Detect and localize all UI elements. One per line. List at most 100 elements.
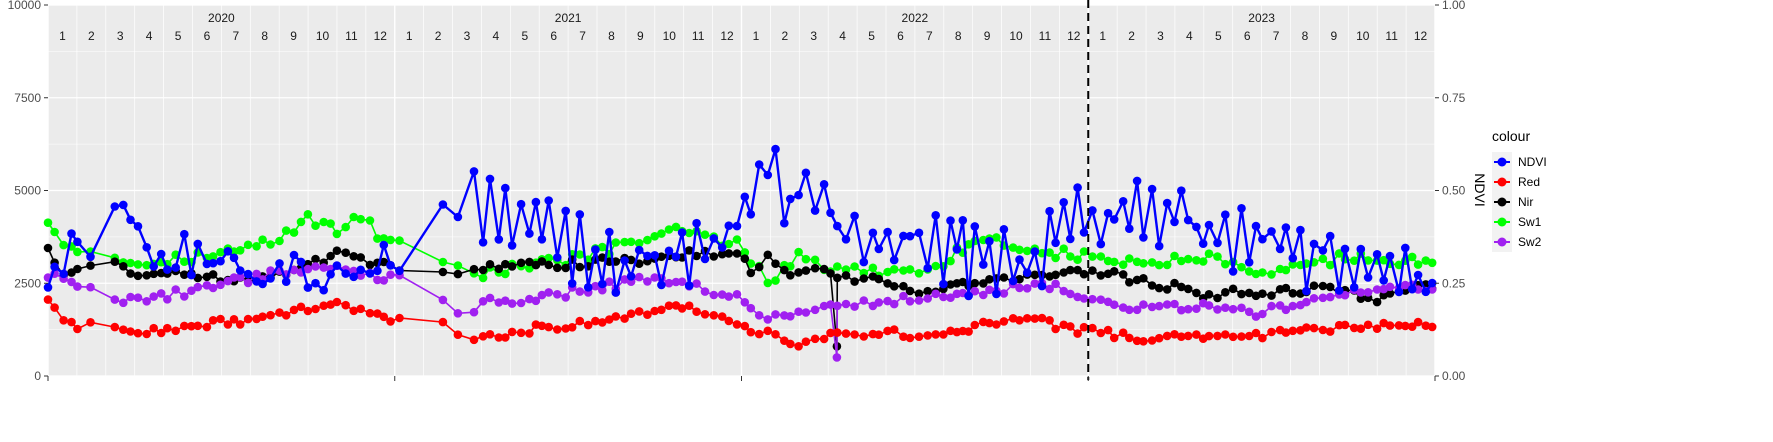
data-point-red [634,307,644,316]
data-point-sw2 [73,282,82,291]
month-label: 2 [435,29,442,43]
data-point-ndvi [923,263,932,273]
data-point-ndvi [611,288,621,297]
data-point-sw2 [575,287,585,296]
data-point-red [914,332,924,342]
data-point-ndvi [939,279,948,289]
data-point-sw2 [794,307,803,317]
data-point-sw2 [883,296,892,306]
data-point-ndvi [544,196,553,205]
data-point-sw2 [1096,295,1106,305]
data-point-sw1 [1379,255,1388,265]
data-point-ndvi [826,208,835,218]
data-point-sw2 [1363,288,1373,297]
data-point-ndvi [740,192,750,202]
data-point-sw2 [1356,288,1366,297]
data-point-sw1 [634,238,644,248]
month-label: 6 [204,29,211,43]
data-point-ndvi [525,229,534,238]
data-point-nir [1109,267,1119,276]
data-point-sw2 [819,301,829,311]
month-label: 12 [1067,29,1081,43]
data-point-ndvi [905,231,915,241]
data-point-red [883,326,892,336]
data-point-red [193,321,203,331]
data-point-sw2 [671,277,681,287]
data-point-nir [883,279,892,288]
data-point-nir [149,269,158,279]
data-point-sw1 [43,218,53,227]
data-point-sw2 [303,264,313,274]
data-point-nir [657,252,666,261]
data-point-red [275,308,284,317]
data-point-sw1 [1079,247,1089,256]
data-point-red [1251,328,1261,338]
data-point-sw2 [1192,304,1201,314]
year-label: 2022 [902,11,929,25]
month-label: 7 [926,29,933,43]
data-point-sw1 [50,227,59,237]
data-point-ndvi [223,247,233,256]
data-point-red [156,328,166,338]
data-point-ndvi [1296,225,1305,235]
data-point-ndvi [1385,251,1395,261]
data-point-sw2 [379,276,389,285]
data-point-red [970,320,980,330]
data-point-sw1 [905,265,915,274]
data-point-sw2 [746,303,756,313]
data-point-nir [786,271,795,280]
month-label: 7 [1273,29,1280,43]
data-point-nir [438,267,448,277]
data-point-red [73,324,82,334]
data-point-nir [850,277,859,286]
data-point-ndvi [289,250,299,260]
data-point-red [643,310,652,320]
data-point-nir [634,259,644,269]
month-label: 4 [1186,29,1193,43]
data-point-ndvi [1413,270,1423,280]
data-point-red [684,301,694,311]
data-point-red [724,316,734,326]
data-point-sw2 [1162,300,1172,309]
data-point-ndvi [73,237,82,247]
data-point-ndvi [453,212,463,222]
data-point-ndvi [193,239,203,249]
data-point-red [303,306,313,316]
data-point-ndvi [794,190,803,200]
data-point-sw2 [126,292,135,302]
data-point-sw1 [1244,267,1254,276]
data-point-nir [889,282,899,291]
data-point-sw1 [771,276,780,285]
data-point-ndvi [899,231,908,241]
month-label: 8 [608,29,615,43]
data-point-ndvi [163,265,172,274]
data-point-sw2 [1204,301,1214,310]
data-point-ndvi [1030,247,1040,256]
data-point-red [754,329,764,339]
data-point-ndvi [379,240,389,250]
year-label: 2023 [1248,11,1275,25]
data-point-sw1 [478,273,488,283]
data-point-sw1 [643,235,652,245]
month-label: 9 [290,29,297,43]
month-label: 8 [955,29,962,43]
data-point-sw2 [1325,292,1335,302]
data-point-ndvi [43,283,53,292]
data-point-nir [485,260,495,269]
data-point-sw2 [763,315,773,324]
data-point-sw2 [544,288,553,297]
data-point-nir [494,264,504,274]
legend-key-point [1497,217,1507,227]
data-point-ndvi [332,261,342,270]
data-point-ndvi [1349,283,1359,292]
data-point-nir [1088,266,1097,275]
data-point-sw2 [553,290,562,299]
y-right-tick-label: 0.75 [1442,91,1466,105]
data-point-red [1385,321,1395,330]
data-point-ndvi [1325,231,1335,241]
data-point-sw1 [258,235,267,244]
data-point-sw1 [216,247,225,257]
data-point-sw1 [142,260,151,270]
data-point-sw1 [1154,260,1164,270]
data-point-sw1 [1318,254,1328,264]
